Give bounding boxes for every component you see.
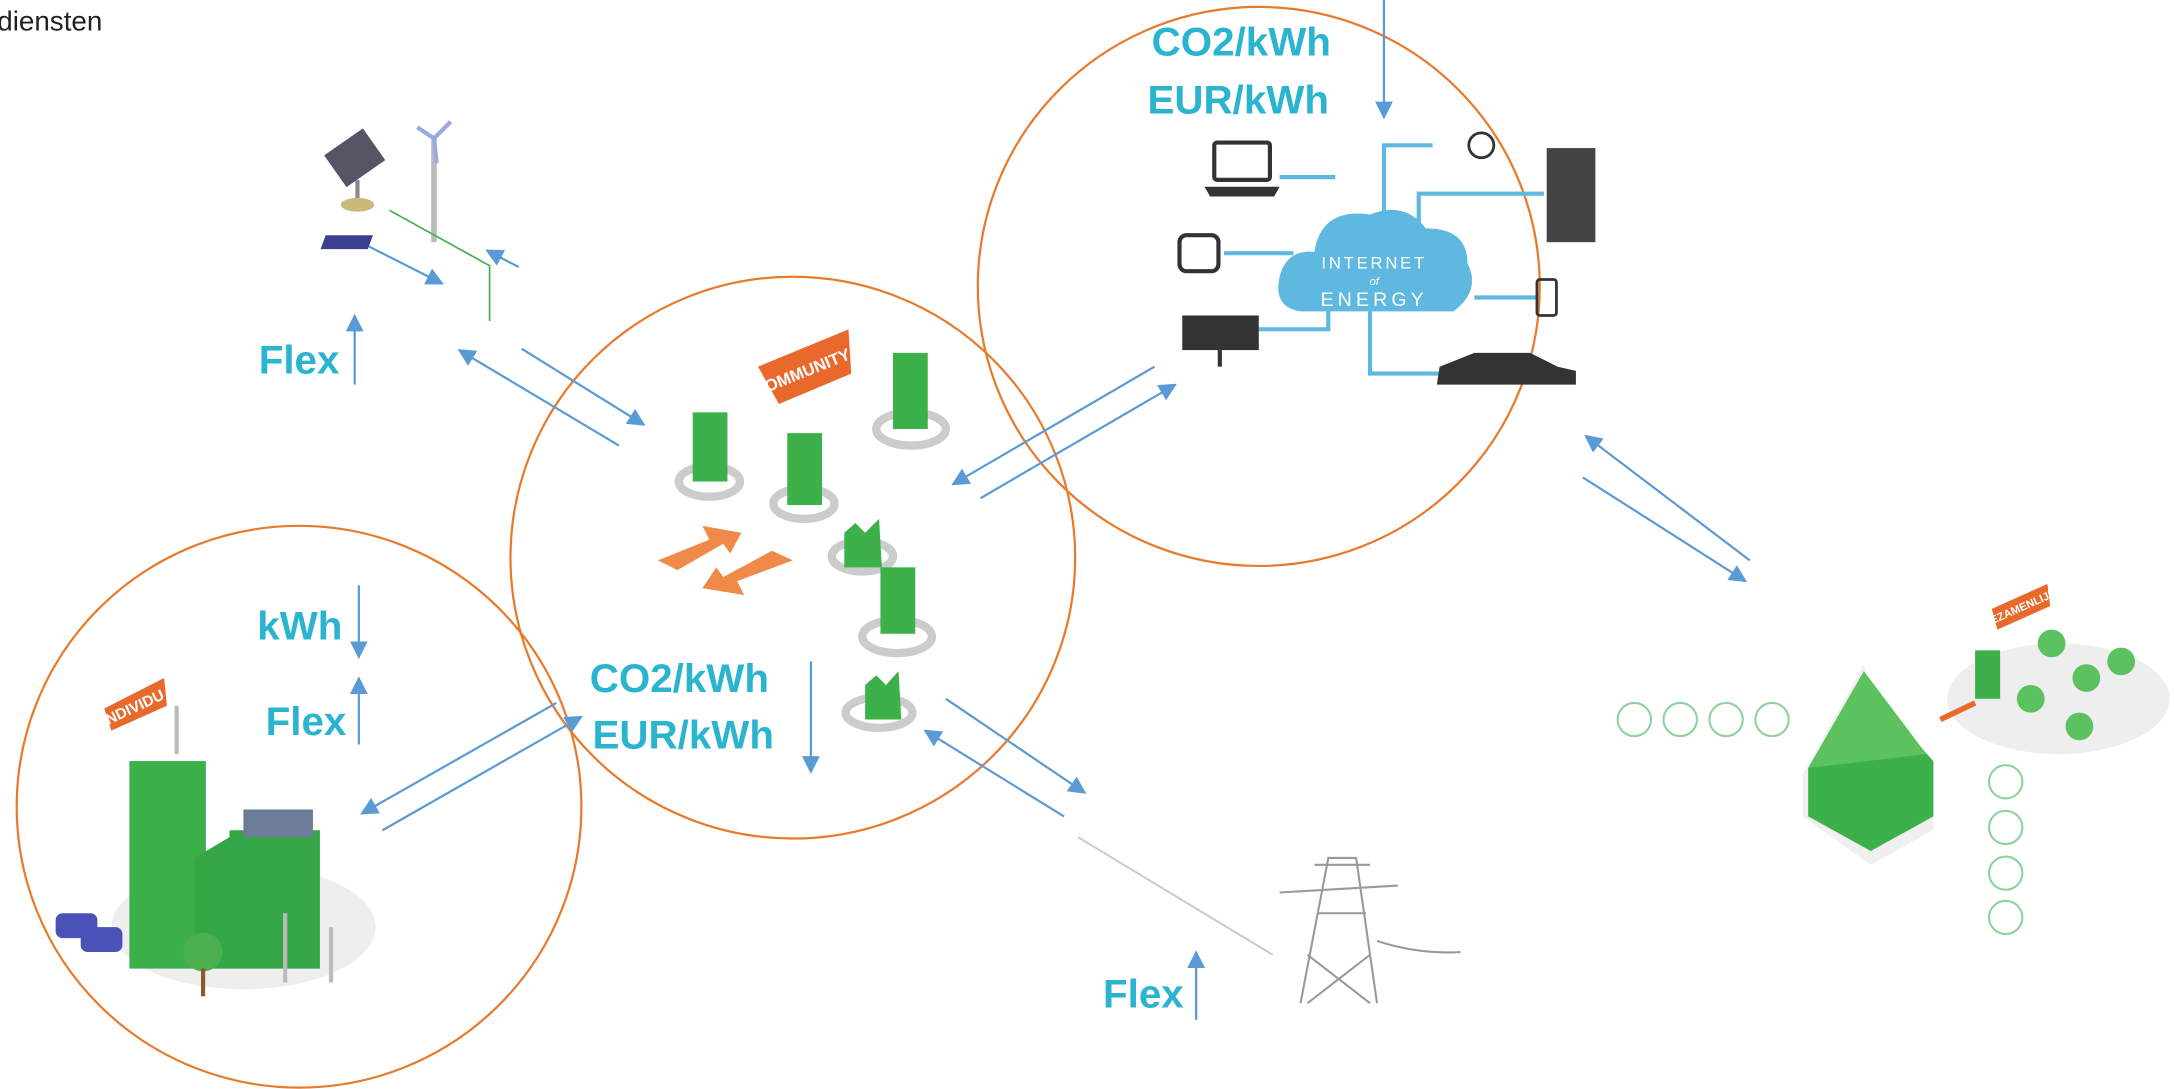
ioe-label: INTERNET [1321,253,1427,272]
flow-label: EUR/kWh [1148,78,1329,123]
flow-label: CO2/kWh [1152,19,1331,64]
diagram: diensten COMMUNITY INDIVIDU INTERNET of … [0,0,2174,1089]
flow-label: CO2/kWh [590,656,769,701]
flow-label: Flex [259,338,340,383]
ioe-label2: ENERGY [1321,289,1428,311]
flow-label: EUR/kWh [593,713,774,758]
page-title: diensten [0,6,102,37]
flow-label: kWh [257,603,342,648]
flow-arrows [355,0,1750,1020]
flow-label: Flex [1103,971,1184,1016]
gezamenlijk-icon: GEZAMENLIJK [1618,584,2170,934]
flow-label: Flex [266,699,347,744]
renewable-icon [321,122,490,321]
